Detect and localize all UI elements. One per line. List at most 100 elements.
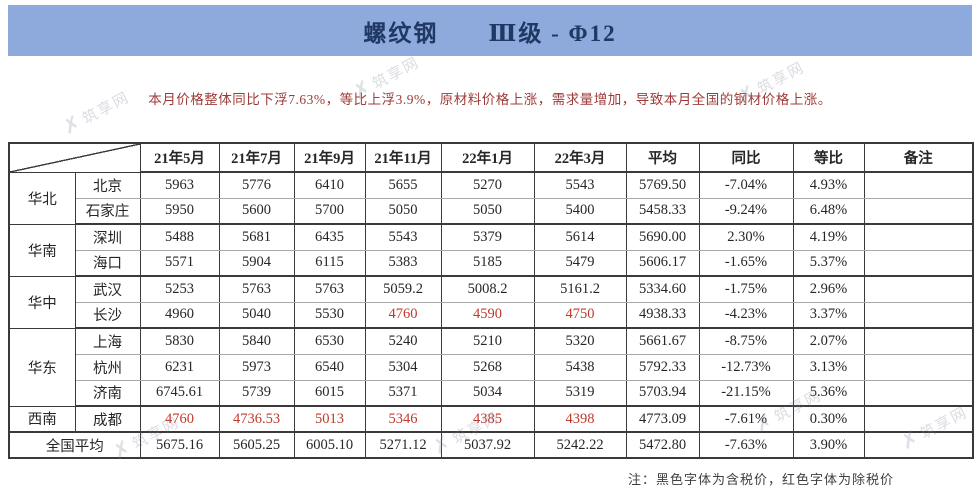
qoq-cell: 5.36% [793, 380, 865, 407]
value-cell: 6005.10 [294, 432, 366, 459]
qoq-cell: 3.13% [793, 354, 865, 381]
table-row-石家庄: 石家庄 5950 5600 5700 5050 5050 5400 5458.33 -9.24%… [9, 198, 974, 225]
diagonal-header-cell [9, 143, 141, 173]
value-cell: 5185 [441, 250, 535, 277]
value-cell: 5271.12 [365, 432, 442, 459]
value-cell: 5050 [441, 198, 535, 225]
value-cell: 5379 [441, 224, 535, 251]
city-cell: 北京 [75, 172, 141, 199]
qoq-cell: 4.19% [793, 224, 865, 251]
value-cell: 5438 [534, 354, 627, 381]
yoy-cell: -7.04% [699, 172, 794, 199]
total-label-cell: 全国平均 [9, 432, 141, 459]
value-cell: 4750 [534, 302, 627, 329]
remark-cell [864, 276, 974, 303]
table-row-深圳: 华南 深圳 5488 5681 6435 5543 5379 5614 5690.00 2.30%… [9, 224, 974, 277]
value-cell: 5059.2 [365, 276, 442, 303]
value-cell: 5600 [219, 198, 295, 225]
qoq-cell: 4.93% [793, 172, 865, 199]
yoy-cell: -1.65% [699, 250, 794, 277]
avg-cell: 5472.80 [626, 432, 700, 459]
city-cell: 济南 [75, 380, 141, 407]
value-cell: 6115 [294, 250, 366, 277]
column-header-7: 同比 [699, 143, 794, 173]
column-header-2: 21年9月 [294, 143, 366, 173]
city-cell: 长沙 [75, 302, 141, 329]
yoy-cell: -4.23% [699, 302, 794, 329]
value-cell: 6410 [294, 172, 366, 199]
value-cell: 5479 [534, 250, 627, 277]
table-header: 21年5月 21年7月 21年9月 21年11月 22年1月 22年3月 平均 同比 等比 备注 [9, 143, 974, 173]
yoy-cell: 2.30% [699, 224, 794, 251]
region-cell: 华中 [9, 276, 76, 329]
value-cell: 5319 [534, 380, 627, 407]
value-cell: 5210 [441, 328, 535, 355]
city-cell: 深圳 [75, 224, 141, 251]
column-header-4: 22年1月 [441, 143, 535, 173]
qoq-cell: 0.30% [793, 406, 865, 433]
region-cell: 西南 [9, 406, 76, 433]
value-cell: 6530 [294, 328, 366, 355]
value-cell: 5973 [219, 354, 295, 381]
qoq-cell: 6.48% [793, 198, 865, 225]
legend-note: 注：黑色字体为含税价，红色字体为除税价 [628, 472, 895, 487]
column-header-8: 等比 [793, 143, 865, 173]
value-cell: 5700 [294, 198, 366, 225]
value-cell: 5655 [365, 172, 442, 199]
value-cell: 5904 [219, 250, 295, 277]
value-cell: 5270 [441, 172, 535, 199]
avg-cell: 5690.00 [626, 224, 700, 251]
qoq-cell: 2.96% [793, 276, 865, 303]
table-row-上海: 华东 上海 5830 5840 6530 5240 5210 5320 5661.67 -8.75… [9, 328, 974, 407]
remark-cell [864, 198, 974, 225]
price-table: 21年5月 21年7月 21年9月 21年11月 22年1月 22年3月 平均 同比 等比 备注 … [8, 142, 974, 459]
city-cell: 上海 [75, 328, 141, 355]
value-cell: 5161.2 [534, 276, 627, 303]
avg-cell: 5334.60 [626, 276, 700, 303]
remark-cell [864, 302, 974, 329]
region-cell: 华南 [9, 224, 76, 277]
value-cell: 5543 [534, 172, 627, 199]
avg-cell: 5792.33 [626, 354, 700, 381]
value-cell: 4590 [441, 302, 535, 329]
total-row: 全国平均 5675.16 5605.25 6005.10 5271.12 5037.92 5… [9, 432, 974, 459]
qoq-cell: 5.37% [793, 250, 865, 277]
remark-cell [864, 432, 974, 459]
yoy-cell: -7.63% [699, 432, 794, 459]
summary-text: 本月价格整体同比下浮7.63%，等比上浮3.9%，原材料价格上涨，需求量增加，导… [148, 92, 832, 107]
column-header-1: 21年7月 [219, 143, 295, 173]
value-cell: 6231 [140, 354, 220, 381]
column-header-0: 21年5月 [140, 143, 220, 173]
value-cell: 5605.25 [219, 432, 295, 459]
value-cell: 5268 [441, 354, 535, 381]
avg-cell: 5703.94 [626, 380, 700, 407]
value-cell: 5034 [441, 380, 535, 407]
watermark-logo-icon: ✗ [58, 109, 87, 140]
remark-cell [864, 328, 974, 355]
page-title: 螺纹钢 Ⅲ级 - Φ12 [363, 20, 617, 46]
table-row-杭州: 杭州 6231 5973 6540 5304 5268 5438 5792.33 -12.73%… [9, 354, 974, 381]
column-header-3: 21年11月 [365, 143, 442, 173]
qoq-cell: 3.90% [793, 432, 865, 459]
value-cell: 5040 [219, 302, 295, 329]
column-header-6: 平均 [626, 143, 700, 173]
value-cell: 5963 [140, 172, 220, 199]
column-header-5: 22年3月 [534, 143, 627, 173]
value-cell: 5037.92 [441, 432, 535, 459]
remark-cell [864, 354, 974, 381]
value-cell: 4736.53 [219, 406, 295, 433]
value-cell: 6015 [294, 380, 366, 407]
value-cell: 5830 [140, 328, 220, 355]
yoy-cell: -12.73% [699, 354, 794, 381]
avg-cell: 5458.33 [626, 198, 700, 225]
table-row-武汉: 华中 武汉 5253 5763 5763 5059.2 5008.2 5161.2 5334.6… [9, 276, 974, 329]
value-cell: 5013 [294, 406, 366, 433]
avg-cell: 5769.50 [626, 172, 700, 199]
value-cell: 6745.61 [140, 380, 220, 407]
value-cell: 5543 [365, 224, 442, 251]
value-cell: 5346 [365, 406, 442, 433]
value-cell: 5763 [294, 276, 366, 303]
city-cell: 武汉 [75, 276, 141, 303]
remark-cell [864, 380, 974, 407]
value-cell: 5763 [219, 276, 295, 303]
